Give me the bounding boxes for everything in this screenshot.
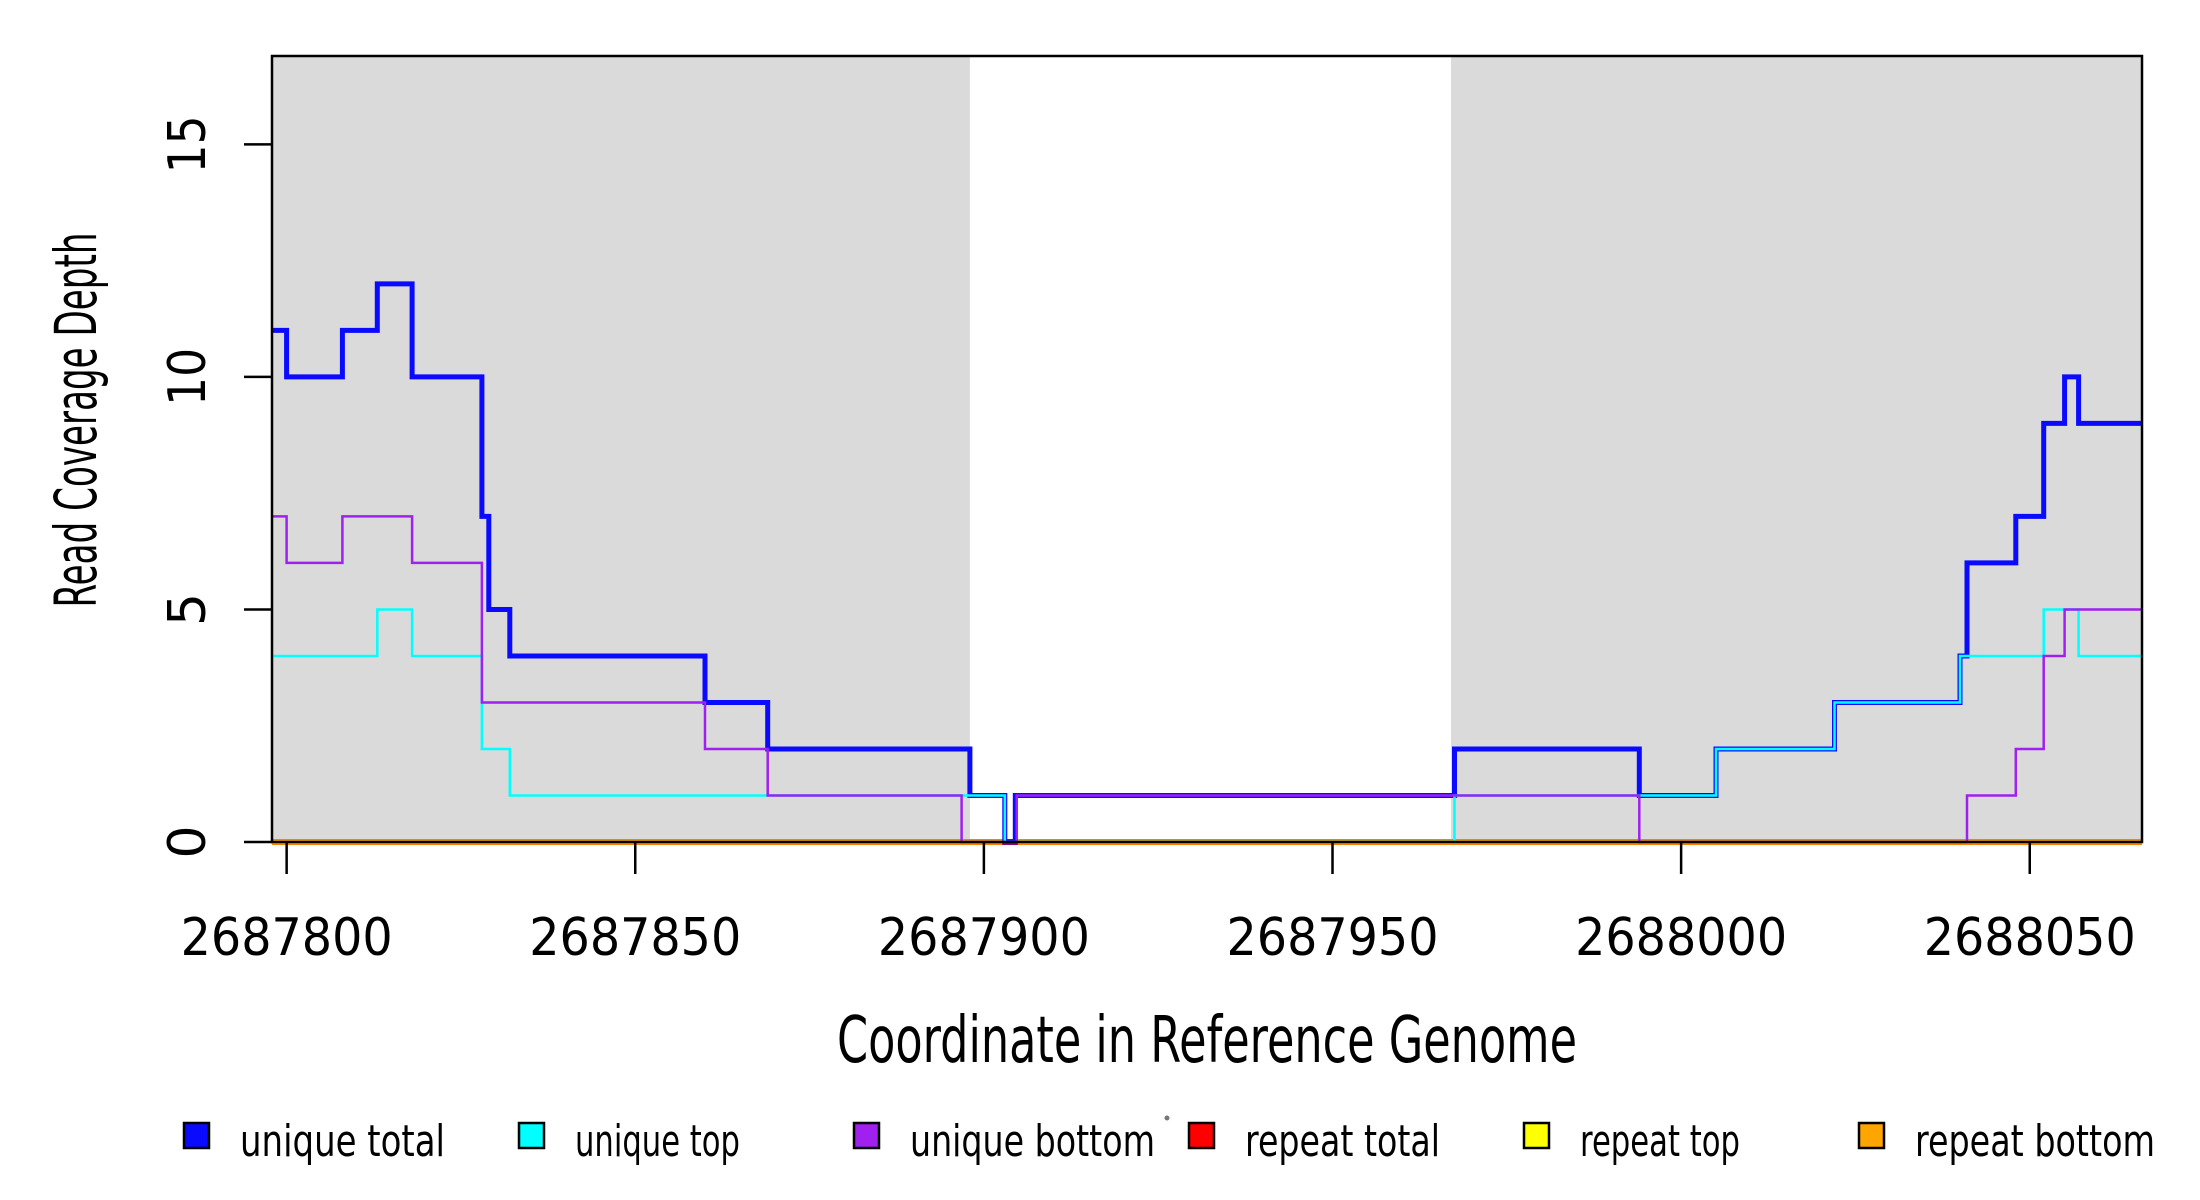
series-unique-top <box>272 608 2142 844</box>
legend-swatch <box>852 1121 881 1150</box>
x-axis: 2687800 2687850 2687900 2687950 2688000 26880… <box>181 842 2136 968</box>
shaded-regions <box>272 56 2142 842</box>
x-tick-label: 2687950 <box>1227 908 1439 968</box>
shaded-band <box>272 56 970 842</box>
legend-item-unique-bottom: unique bottom <box>852 1116 1155 1167</box>
x-tick-label: 2688050 <box>1924 908 2136 968</box>
y-axis: 0 5 10 15 <box>158 115 272 859</box>
y-tick-label: 5 <box>158 593 218 626</box>
legend-label: repeat bottom <box>1915 1116 2155 1167</box>
x-tick-label: 2687800 <box>181 908 393 968</box>
legend-label: repeat top <box>1580 1116 1740 1167</box>
stray-dot <box>1164 1115 1170 1121</box>
legend-item-repeat-bottom: repeat bottom <box>1857 1116 2155 1167</box>
plot-border <box>270 54 2144 844</box>
x-tick-label: 2688000 <box>1575 908 1787 968</box>
y-tick-label: 0 <box>158 825 218 858</box>
legend-item-repeat-total: repeat total <box>1187 1116 1440 1167</box>
legend-label: unique total <box>240 1116 445 1167</box>
legend-label: unique top <box>575 1116 740 1167</box>
legend-swatch <box>1187 1121 1216 1150</box>
series-unique-bottom <box>272 515 2142 844</box>
legend-swatch <box>1522 1121 1551 1150</box>
x-tick-label: 2687900 <box>878 908 1090 968</box>
y-axis-title: Read Coverage Depth <box>42 233 110 608</box>
legend-item-unique-total: unique total <box>182 1116 445 1167</box>
y-tick-label: 10 <box>158 348 218 406</box>
x-axis-title: Coordinate in Reference Genome <box>837 1004 1577 1078</box>
legend-item-unique-top: unique top <box>517 1116 740 1167</box>
legend-swatch <box>517 1121 546 1150</box>
legend-swatch <box>1857 1121 1886 1150</box>
legend-label: unique bottom <box>910 1116 1155 1167</box>
shaded-band <box>1451 56 2142 842</box>
legend-item-repeat-top: repeat top <box>1522 1116 1740 1167</box>
x-tick-label: 2687850 <box>529 908 741 968</box>
y-tick-label: 15 <box>158 115 218 173</box>
legend-swatch <box>182 1121 211 1150</box>
legend: unique total unique top unique bottom repea… <box>182 1116 2155 1167</box>
legend-label: repeat total <box>1245 1116 1440 1167</box>
